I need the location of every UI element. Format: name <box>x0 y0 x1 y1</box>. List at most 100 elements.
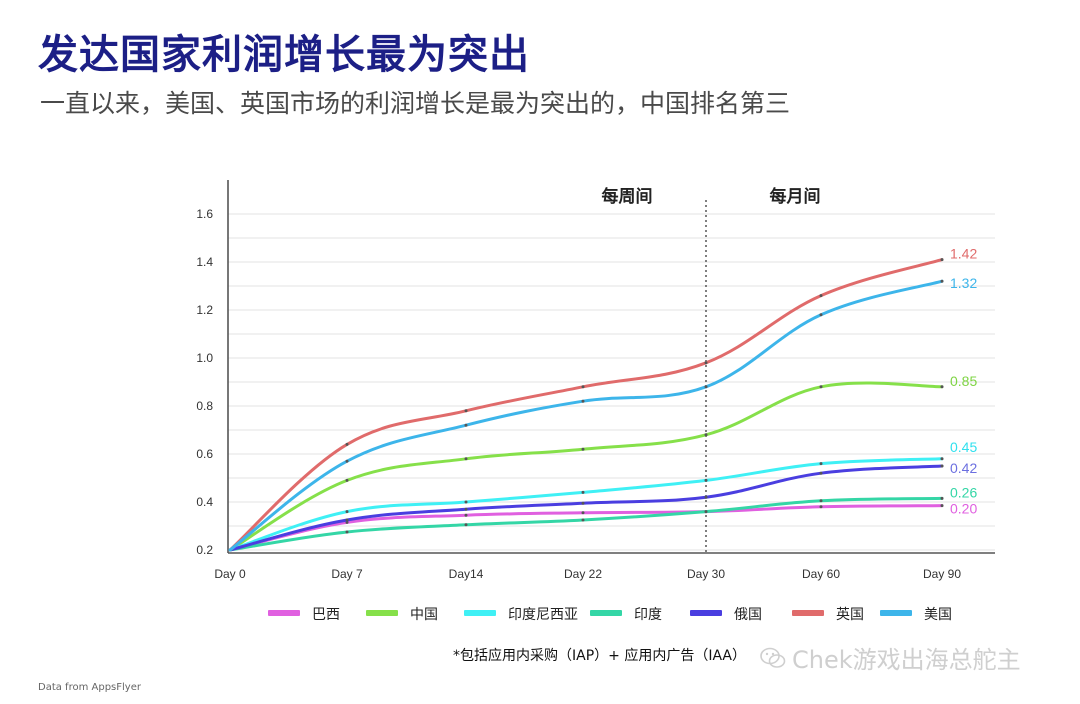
legend-label: 印度 <box>634 607 662 623</box>
legend-label: 印度尼西亚 <box>508 607 578 623</box>
legend-swatch <box>880 610 912 616</box>
data-point <box>940 258 944 262</box>
y-tick-label: 0.2 <box>196 543 213 557</box>
page-title: 发达国家利润增长最为突出 <box>38 32 530 78</box>
end-value-label: 1.32 <box>950 275 977 291</box>
data-point <box>345 530 349 534</box>
x-tick-label: Day 30 <box>687 567 725 581</box>
y-tick-label: 0.6 <box>196 447 213 461</box>
data-point <box>940 279 944 283</box>
legend-swatch <box>590 610 622 616</box>
series-line <box>228 279 944 552</box>
y-tick-label: 0.4 <box>196 495 213 509</box>
period-divider: 每周间 每月间 <box>602 186 821 553</box>
watermark-text: Chek游戏出海总舵主 <box>792 646 1021 674</box>
data-point <box>704 361 708 365</box>
x-axis: Day 0 Day 7 Day14 Day 22 Day 30 Day 60 Day 90 <box>214 552 995 581</box>
y-tick-label: 0.8 <box>196 399 213 413</box>
legend-swatch <box>268 610 300 616</box>
data-point <box>940 504 944 508</box>
data-point <box>704 385 708 389</box>
series-lines <box>228 258 944 552</box>
end-value-label: 0.45 <box>950 439 977 455</box>
end-value-label: 0.20 <box>950 501 977 517</box>
data-point <box>464 409 468 413</box>
data-point <box>464 423 468 427</box>
data-point <box>819 294 823 298</box>
data-point <box>704 433 708 437</box>
y-tick-label: 1.4 <box>196 255 213 269</box>
footnote: *包括应用内采购（IAP）+ 应用内广告（IAA） <box>453 648 747 664</box>
x-tick-label: Day 90 <box>923 567 961 581</box>
series-line <box>228 504 944 552</box>
legend-item: 巴西 <box>268 607 340 623</box>
end-value-label: 0.42 <box>950 460 977 476</box>
x-tick-label: Day 0 <box>214 567 246 581</box>
y-tick-label: 1.2 <box>196 303 213 317</box>
legend-label: 英国 <box>836 606 864 623</box>
data-point <box>464 513 468 517</box>
data-point <box>581 518 585 522</box>
data-point <box>345 442 349 446</box>
legend-item: 英国 <box>792 606 864 623</box>
legend-item: 印度 <box>590 607 662 623</box>
data-point <box>581 385 585 389</box>
data-point <box>819 462 823 466</box>
data-point <box>464 500 468 504</box>
legend-label: 巴西 <box>312 607 340 623</box>
legend-item: 印度尼西亚 <box>464 607 578 623</box>
x-tick-label: Day 60 <box>802 567 840 581</box>
section-label-weekly: 每周间 <box>602 186 653 207</box>
data-point <box>940 496 944 500</box>
legend-label: 俄国 <box>734 607 762 623</box>
data-point <box>704 478 708 482</box>
legend-swatch <box>464 610 496 616</box>
data-point <box>940 464 944 468</box>
legend-item: 俄国 <box>690 607 762 623</box>
series-line <box>228 464 944 552</box>
data-point <box>345 459 349 463</box>
legend-label: 美国 <box>924 607 952 623</box>
legend: 巴西 中国 印度尼西亚 印度 俄国 英国 美国 <box>268 606 952 623</box>
end-value-label: 0.26 <box>950 484 977 500</box>
data-point <box>819 313 823 317</box>
data-point <box>581 399 585 403</box>
data-point <box>345 518 349 522</box>
legend-label: 中国 <box>410 607 438 623</box>
data-point <box>345 510 349 514</box>
data-point <box>819 385 823 389</box>
page-subtitle: 一直以来，美国、英国市场的利润增长是最为突出的，中国排名第三 <box>40 89 791 118</box>
section-label-monthly: 每月间 <box>770 186 821 207</box>
x-tick-label: Day14 <box>449 567 484 581</box>
data-point <box>464 507 468 511</box>
x-tick-label: Day 22 <box>564 567 602 581</box>
data-point <box>581 490 585 494</box>
data-point <box>819 505 823 509</box>
watermark: Chek游戏出海总舵主 <box>760 640 1021 675</box>
y-tick-label: 1.6 <box>196 207 213 221</box>
data-point <box>819 471 823 475</box>
data-point <box>940 385 944 389</box>
y-tick-label: 1.0 <box>196 351 213 365</box>
legend-swatch <box>690 610 722 616</box>
data-point <box>581 511 585 515</box>
data-point <box>819 499 823 503</box>
wechat-icon <box>760 647 786 668</box>
data-point <box>464 457 468 461</box>
data-point <box>581 447 585 451</box>
data-point <box>581 501 585 505</box>
data-point <box>345 478 349 482</box>
end-labels: 0.20 0.85 0.45 0.26 0.42 1.42 1.32 <box>950 246 977 517</box>
source-note: Data from AppsFlyer <box>38 682 141 693</box>
x-tick-label: Day 7 <box>331 567 363 581</box>
data-point <box>464 523 468 527</box>
end-value-label: 0.85 <box>950 373 977 389</box>
end-value-label: 1.42 <box>950 246 977 262</box>
legend-item: 中国 <box>366 607 438 623</box>
data-point <box>940 457 944 461</box>
data-point <box>704 510 708 514</box>
legend-swatch <box>792 610 824 616</box>
data-point <box>704 495 708 499</box>
y-axis: 0.2 0.4 0.6 0.8 1.0 1.2 1.4 1.6 <box>196 180 229 557</box>
